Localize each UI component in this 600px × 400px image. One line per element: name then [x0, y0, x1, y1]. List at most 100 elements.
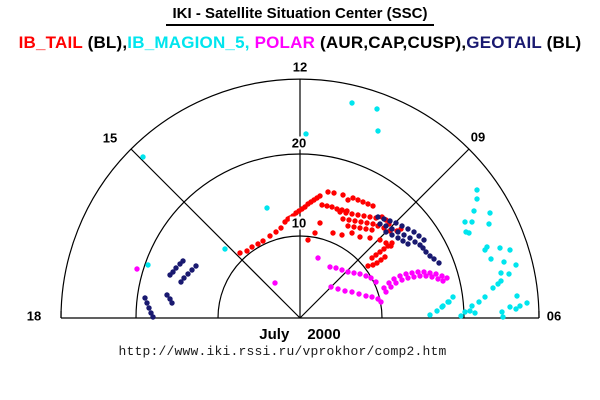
point-ib_tail [339, 232, 345, 238]
point-ib_magion_5 [486, 221, 492, 227]
point-ib_magion_5 [514, 293, 520, 299]
source-url-text: http://www.iki.rssi.ru/vprokhor/comp2.ht… [118, 344, 447, 359]
point-ib_tail [361, 213, 367, 219]
point-ib_tail [357, 225, 363, 231]
point-geotail [164, 292, 170, 298]
point-ib_magion_5 [462, 219, 468, 225]
point-geotail [383, 223, 389, 229]
point-ib_magion_5 [469, 219, 475, 225]
point-ib_tail [337, 209, 343, 215]
point-geotail [423, 249, 429, 255]
point-ib_tail [385, 243, 391, 249]
point-geotail [178, 279, 184, 285]
point-ib_tail [369, 255, 375, 261]
point-ib_tail [389, 240, 395, 246]
point-ib_magion_5 [524, 300, 530, 306]
point-geotail [431, 256, 437, 262]
point-ib_tail [357, 234, 363, 240]
point-polar [435, 276, 441, 282]
point-ib_tail [267, 233, 273, 239]
point-ib_magion_5 [490, 285, 496, 291]
point-ib_tail [382, 254, 388, 260]
point-geotail [377, 221, 383, 227]
radial-tick-20: 20 [289, 135, 309, 151]
point-ib_tail [255, 241, 261, 247]
point-geotail [167, 296, 173, 302]
point-ib_tail [360, 199, 366, 205]
point-ib_magion_5 [482, 294, 488, 300]
point-geotail [150, 314, 156, 320]
point-ib_magion_5 [471, 208, 477, 214]
point-ib_tail [367, 235, 373, 241]
point-polar [439, 273, 445, 279]
point-geotail [375, 214, 381, 220]
point-ib_tail [305, 237, 311, 243]
point-polar [411, 274, 417, 280]
point-ib_tail [273, 229, 279, 235]
point-ib_magion_5 [487, 210, 493, 216]
point-geotail [383, 229, 389, 235]
point-ib_magion_5 [450, 294, 456, 300]
point-ib_tail [319, 202, 325, 208]
point-geotail [405, 226, 411, 232]
page-title: IKI - Satellite Situation Center (SSC) [0, 5, 600, 26]
point-geotail [395, 235, 401, 241]
point-geotail [387, 218, 393, 224]
point-geotail [405, 241, 411, 247]
page-title-text: IKI - Satellite Situation Center (SSC) [166, 5, 434, 26]
point-polar [399, 277, 405, 283]
point-ib_tail [369, 227, 375, 233]
point-geotail [193, 263, 199, 269]
satellite-data-points [134, 100, 530, 320]
point-ib_magion_5 [469, 303, 475, 309]
point-ib_tail [370, 262, 376, 268]
point-ib_magion_5 [507, 247, 513, 253]
point-ib_tail [349, 230, 355, 236]
legend-polar: POLAR [249, 33, 316, 52]
point-geotail [142, 295, 148, 301]
point-ib_tail [329, 204, 335, 210]
point-ib_tail [355, 197, 361, 203]
point-ib_tail [367, 214, 373, 220]
point-ib_magion_5 [439, 304, 445, 310]
point-geotail [381, 216, 387, 222]
point-polar [328, 284, 334, 290]
point-polar [378, 299, 384, 305]
point-ib_magion_5 [222, 246, 228, 252]
point-geotail [421, 237, 427, 243]
point-ib_tail [358, 219, 364, 225]
hour-label-06: 06 [546, 308, 562, 324]
point-ib_magion_5 [445, 299, 451, 305]
hour-label-15: 15 [102, 130, 118, 146]
point-geotail [420, 245, 426, 251]
point-ib_tail [381, 246, 387, 252]
point-ib_tail [374, 260, 380, 266]
point-polar [409, 270, 415, 276]
point-polar [381, 285, 387, 291]
point-geotail [416, 233, 422, 239]
point-ib_magion_5 [427, 312, 433, 318]
point-polar [335, 286, 341, 292]
point-polar [357, 271, 363, 277]
point-geotail [148, 310, 154, 316]
point-ib_magion_5 [458, 313, 464, 319]
point-polar [429, 274, 435, 280]
point-ib_magion_5 [507, 304, 513, 310]
point-geotail [400, 238, 406, 244]
point-ib_tail [345, 197, 351, 203]
point-polar [417, 273, 423, 279]
point-ib_magion_5 [472, 310, 478, 316]
point-geotail [170, 269, 176, 275]
point-ib_magion_5 [375, 128, 381, 134]
point-geotail [169, 300, 175, 306]
point-polar [345, 269, 351, 275]
legend-ib-tail: IB_TAIL [18, 33, 83, 52]
point-polar [393, 280, 399, 286]
point-polar [356, 291, 362, 297]
legend-ib-magion-5: IB_MAGION_5, [127, 33, 250, 52]
point-geotail [393, 220, 399, 226]
point-ib_magion_5 [513, 306, 519, 312]
point-geotail [411, 229, 417, 235]
spoke-15h [130, 148, 301, 319]
